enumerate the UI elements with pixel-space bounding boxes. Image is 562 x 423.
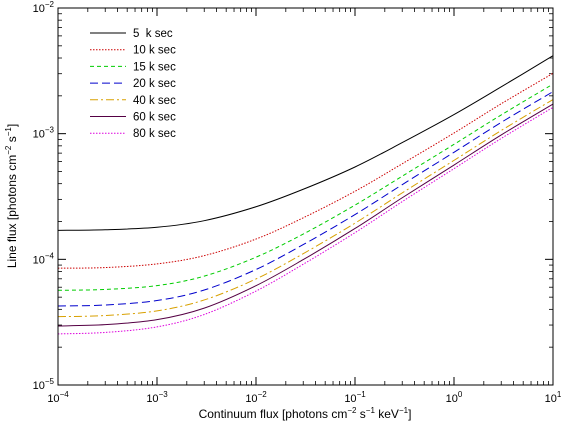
series-line-5 <box>57 99 554 318</box>
y-tick-label: 10−3 <box>33 126 55 141</box>
x-axis-title: Continuum flux [photons cm−2 s−1 keV−1] <box>199 406 412 421</box>
legend-label: 5 k sec <box>133 28 173 40</box>
minor-ticks <box>58 8 553 385</box>
series-line-7 <box>57 106 554 335</box>
legend-label: 40 k sec <box>133 95 176 107</box>
y-tick-label: 10−5 <box>33 377 55 392</box>
x-tick-label: 100 <box>446 390 463 405</box>
y-axis-title: Line flux [photons cm−2 s−1] <box>4 124 19 268</box>
legend: 5 k sec 10 k sec 15 k sec 20 k sec 40 k sec 6… <box>90 28 176 140</box>
y-tick-label: 10−2 <box>33 0 55 15</box>
x-tick-label: 10−3 <box>146 390 168 405</box>
x-tick-labels: 10−4 10−3 10−2 10−1 100 101 <box>47 390 562 405</box>
series-line-6 <box>57 103 554 327</box>
x-tick-label: 10−1 <box>344 390 366 405</box>
series-line-2 <box>57 72 554 269</box>
y-tick-label: 10−4 <box>33 251 55 266</box>
legend-label: 20 k sec <box>133 78 176 90</box>
legend-label: 10 k sec <box>133 45 176 57</box>
series-line-3 <box>57 83 554 291</box>
plot-frame <box>57 7 554 386</box>
series-line-1 <box>57 55 554 231</box>
x-tick-label: 101 <box>545 390 562 405</box>
series-lines <box>57 55 554 335</box>
x-tick-label: 10−2 <box>245 390 267 405</box>
legend-label: 80 k sec <box>133 128 176 140</box>
y-tick-labels: 10−5 10−4 10−3 10−2 <box>33 0 55 392</box>
x-tick-label: 10−4 <box>47 390 69 405</box>
series-line-4 <box>57 91 554 307</box>
legend-label: 60 k sec <box>133 112 176 124</box>
legend-label: 15 k sec <box>133 61 176 73</box>
